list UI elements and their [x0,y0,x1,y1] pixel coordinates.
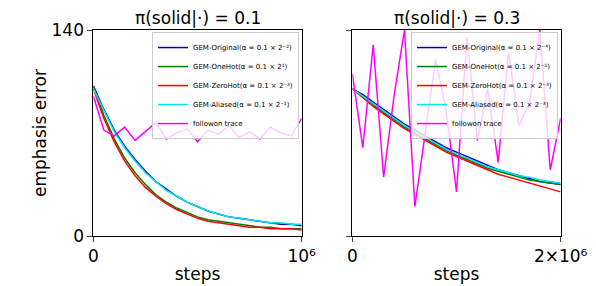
svg-text:GEM-OneHot(α = 0.1 × 2¹): GEM-OneHot(α = 0.1 × 2¹) [193,63,288,71]
svg-text:π(solid|·) = 0.1: π(solid|·) = 0.1 [135,8,261,28]
svg-text:GEM-Original(α = 0.1 × 2⁻²): GEM-Original(α = 0.1 × 2⁻²) [193,44,292,52]
svg-text:π(solid|·) = 0.3: π(solid|·) = 0.3 [394,8,520,28]
svg-text:GEM-Aliased(α = 0.1 × 2⁻³): GEM-Aliased(α = 0.1 × 2⁻³) [452,101,549,109]
svg-text:10⁶: 10⁶ [287,246,316,266]
svg-text:followon trace: followon trace [193,120,243,128]
svg-text:0: 0 [88,246,99,266]
svg-text:GEM-OneHot(α = 0.1 × 2⁻¹): GEM-OneHot(α = 0.1 × 2⁻¹) [452,63,550,71]
svg-text:followon trace: followon trace [452,120,502,128]
svg-text:2×10⁶: 2×10⁶ [534,246,588,266]
svg-text:GEM-Original(α = 0.1 × 2⁻⁴): GEM-Original(α = 0.1 × 2⁻⁴) [452,44,551,52]
svg-text:GEM-ZeroHot(α = 0.1 × 2⁻³): GEM-ZeroHot(α = 0.1 × 2⁻³) [193,82,293,90]
svg-text:140: 140 [52,20,84,40]
svg-text:GEM-Aliased(α = 0.1 × 2⁻¹): GEM-Aliased(α = 0.1 × 2⁻¹) [193,101,290,109]
svg-text:steps: steps [434,264,480,284]
svg-text:0: 0 [73,226,84,246]
svg-text:0: 0 [347,246,358,266]
svg-text:GEM-ZeroHot(α = 0.1 × 2⁻³): GEM-ZeroHot(α = 0.1 × 2⁻³) [452,82,552,90]
svg-text:steps: steps [175,264,221,284]
svg-text:emphasis error: emphasis error [30,69,50,197]
